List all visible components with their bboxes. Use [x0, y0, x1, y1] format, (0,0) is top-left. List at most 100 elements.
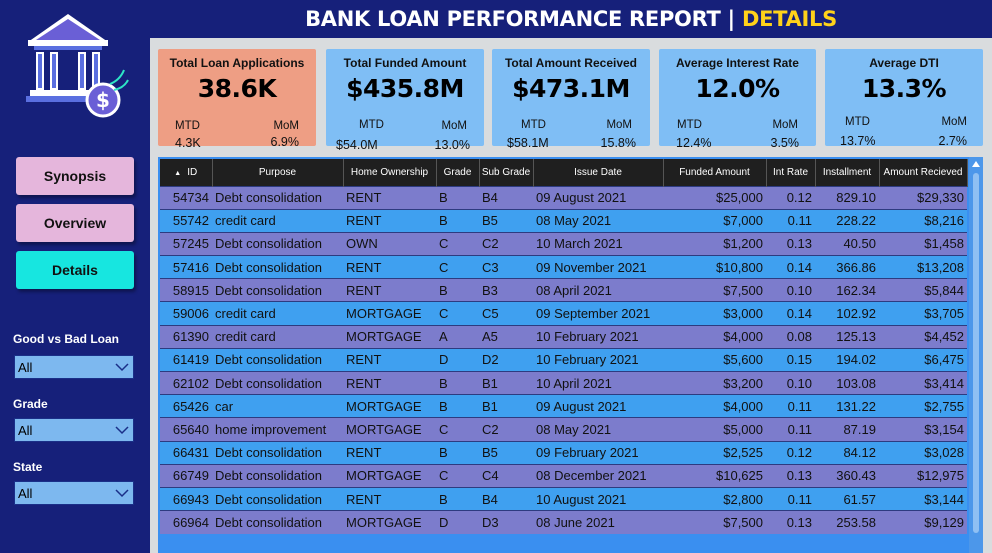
cell-funded-amount: $25,000: [663, 185, 766, 210]
cell-sub-grade: D2: [479, 347, 533, 372]
nav-details-button[interactable]: Details: [16, 251, 134, 289]
filter-state-value: All: [18, 486, 33, 501]
cell-funded-amount: $4,000: [663, 324, 766, 349]
cell-funded-amount: $7,000: [663, 208, 766, 233]
kpi-mom-value: 6.9%: [270, 135, 300, 149]
cell-grade: B: [436, 185, 479, 210]
nav-synopsis-button[interactable]: Synopsis: [16, 157, 134, 195]
cell-funded-amount: $10,625: [663, 463, 766, 488]
column-header-funded-amount[interactable]: Funded Amount: [663, 159, 767, 186]
table-row[interactable]: 61419 Debt consolidation RENT D D2 10 Februar…: [160, 347, 967, 372]
column-header-home-ownership[interactable]: Home Ownership: [343, 159, 437, 186]
table-row[interactable]: 66749 Debt consolidation MORTGAGE C C4 08 Dec…: [160, 463, 967, 488]
cell-home-ownership: MORTGAGE: [343, 463, 436, 488]
cell-id: 65426: [160, 394, 212, 418]
column-header-id[interactable]: ▲ ID: [160, 159, 213, 186]
cell-issue-date: 08 April 2021: [533, 278, 663, 302]
cell-installment: 228.22: [815, 208, 879, 233]
filter-state-select[interactable]: All: [14, 481, 134, 505]
table-row[interactable]: 66431 Debt consolidation RENT B B5 09 Februar…: [160, 440, 967, 465]
table-row[interactable]: 59006 credit card MORTGAGE C C5 09 September …: [160, 301, 967, 326]
chevron-down-icon: [115, 489, 129, 498]
cell-installment: 103.08: [815, 370, 879, 395]
kpi-title: Total Loan Applications: [169, 56, 305, 70]
table-row[interactable]: 62102 Debt consolidation RENT B B1 10 April 2…: [160, 370, 967, 395]
cell-issue-date: 09 August 2021: [533, 185, 663, 210]
kpi-mtd-value: $58.1M: [507, 136, 549, 150]
filter-label-state: State: [13, 460, 43, 474]
cell-grade: B: [436, 394, 479, 418]
kpi-mtd-label: MTD: [521, 119, 546, 131]
cell-amount-received: $13,208: [879, 255, 967, 279]
cell-sub-grade: B1: [479, 394, 533, 418]
cell-sub-grade: A5: [479, 324, 533, 349]
table-row[interactable]: 55742 credit card RENT B B5 08 May 2021 $7,000…: [160, 208, 967, 233]
scroll-thumb[interactable]: [973, 173, 979, 533]
column-header-issue-date[interactable]: Issue Date: [533, 159, 664, 186]
details-table: ▲ ID Purpose Home Ownership Grade Sub Gra…: [160, 159, 968, 534]
cell-amount-received: $3,414: [879, 370, 967, 395]
kpi-value: $473.1M: [512, 74, 630, 103]
cell-id: 66749: [160, 463, 212, 488]
kpi-mtd-label: MTD: [359, 119, 384, 131]
cell-purpose: Debt consolidation: [212, 231, 343, 256]
table-row[interactable]: 66943 Debt consolidation RENT B B4 10 August …: [160, 486, 967, 511]
column-header-grade[interactable]: Grade: [436, 159, 480, 186]
cell-home-ownership: RENT: [343, 347, 436, 372]
column-header-purpose[interactable]: Purpose: [212, 159, 344, 186]
cell-installment: 125.13: [815, 324, 879, 349]
column-header-installment[interactable]: Installment: [815, 159, 880, 186]
cell-int-rate: 0.10: [766, 370, 815, 395]
cell-home-ownership: RENT: [343, 185, 436, 210]
kpi-mom-label: MoM: [273, 120, 299, 132]
cell-sub-grade: C5: [479, 301, 533, 326]
table-scrollbar[interactable]: [969, 157, 983, 553]
cell-purpose: Debt consolidation: [212, 347, 343, 372]
kpi-mom-label: MoM: [941, 116, 967, 128]
cell-issue-date: 09 November 2021: [533, 255, 663, 279]
cell-issue-date: 10 August 2021: [533, 486, 663, 511]
scroll-up-icon[interactable]: [972, 161, 980, 167]
column-header-sub-grade[interactable]: Sub Grade: [479, 159, 534, 186]
table-row[interactable]: 65640 home improvement MORTGAGE C C2 08 May 2…: [160, 417, 967, 442]
cell-int-rate: 0.12: [766, 185, 815, 210]
column-header-int-rate[interactable]: Int Rate: [766, 159, 816, 186]
kpi-mom-label: MoM: [606, 119, 632, 131]
cell-id: 59006: [160, 301, 212, 326]
cell-home-ownership: RENT: [343, 255, 436, 279]
cell-purpose: Debt consolidation: [212, 278, 343, 302]
cell-id: 66964: [160, 510, 212, 534]
nav-overview-button[interactable]: Overview: [16, 204, 134, 242]
cell-installment: 102.92: [815, 301, 879, 326]
table-row[interactable]: 57416 Debt consolidation RENT C C3 09 Novembe…: [160, 255, 967, 279]
cell-amount-received: $4,452: [879, 324, 967, 349]
cell-id: 55742: [160, 208, 212, 233]
cell-purpose: Debt consolidation: [212, 370, 343, 395]
cell-amount-received: $3,705: [879, 301, 967, 326]
cell-issue-date: 10 April 2021: [533, 370, 663, 395]
column-header-amount-received[interactable]: Amount Recieved: [879, 159, 968, 186]
table-row[interactable]: 58915 Debt consolidation RENT B B3 08 April 2…: [160, 278, 967, 302]
table-row[interactable]: 57245 Debt consolidation OWN C C2 10 March 20…: [160, 231, 967, 256]
cell-purpose: car: [212, 394, 343, 418]
cell-int-rate: 0.08: [766, 324, 815, 349]
table-row[interactable]: 65426 car MORTGAGE B B1 09 August 2021 $4,000 0…: [160, 394, 967, 418]
filter-grade-select[interactable]: All: [14, 418, 134, 442]
table-row[interactable]: 54734 Debt consolidation RENT B B4 09 August …: [160, 185, 967, 210]
cell-home-ownership: MORTGAGE: [343, 417, 436, 442]
kpi-mtd-value: 13.7%: [840, 134, 876, 148]
cell-issue-date: 08 December 2021: [533, 463, 663, 488]
filter-good-bad-select[interactable]: All: [14, 355, 134, 379]
cell-id: 58915: [160, 278, 212, 302]
kpi-mtd-label: MTD: [845, 116, 870, 128]
kpi-mtd-value: 4.3K: [175, 136, 201, 150]
table-row[interactable]: 66964 Debt consolidation MORTGAGE D D3 08 Jun…: [160, 510, 967, 534]
table-row[interactable]: 61390 credit card MORTGAGE A A5 10 February 2…: [160, 324, 967, 349]
page-title: BANK LOAN PERFORMANCE REPORT | DETAILS: [305, 7, 837, 31]
cell-sub-grade: B3: [479, 278, 533, 302]
cell-issue-date: 10 March 2021: [533, 231, 663, 256]
filter-good-bad-value: All: [18, 360, 33, 375]
loan-details-table: ▲ ID Purpose Home Ownership Grade Sub Gra…: [158, 157, 983, 553]
cell-home-ownership: RENT: [343, 486, 436, 511]
kpi-card-funded-amount: Total Funded Amount $435.8M MTD MoM $54.…: [326, 49, 484, 152]
